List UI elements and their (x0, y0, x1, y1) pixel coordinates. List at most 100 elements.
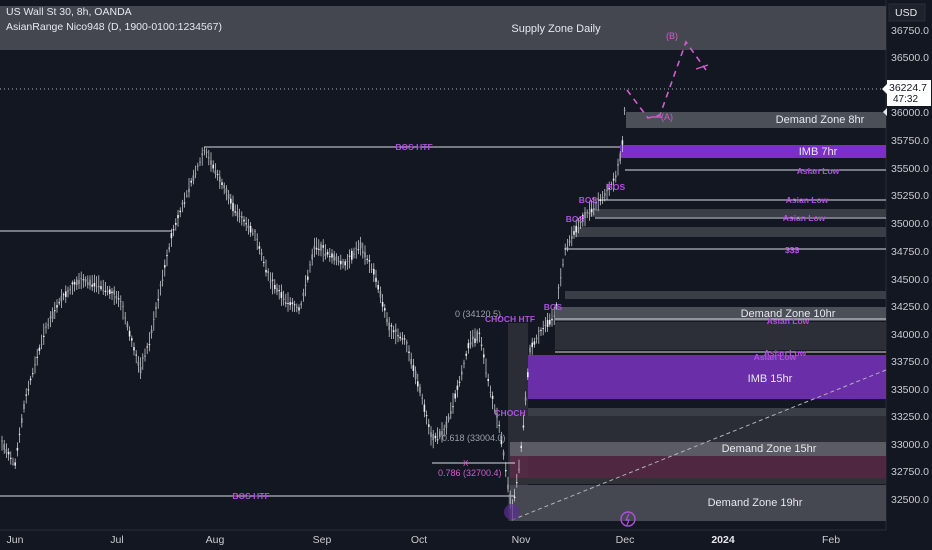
candle-body (527, 372, 529, 378)
candle-body (252, 233, 254, 235)
choch-label: CHOCH (494, 408, 526, 418)
candle-body (582, 214, 584, 222)
candle-body (181, 202, 184, 205)
candle-body (54, 310, 56, 312)
price-axis-tick: 33000.0 (891, 439, 929, 451)
candle-body (227, 193, 230, 200)
candle-body (122, 305, 124, 307)
price-axis-tick: 35500.0 (891, 163, 929, 175)
candle-body (102, 289, 104, 291)
time-axis-tick: Sep (312, 534, 332, 546)
candle-body (40, 343, 43, 345)
candle-body (260, 252, 263, 255)
candle-body (375, 277, 377, 282)
price-axis-tick: 34750.0 (891, 246, 929, 258)
candle-body (49, 316, 52, 319)
candle-body (524, 397, 527, 401)
candle-body (10, 457, 12, 459)
candle-body (27, 389, 30, 391)
candle-body (469, 342, 472, 345)
candle-body (245, 223, 247, 225)
candle-body (557, 287, 560, 289)
candle-body (236, 211, 239, 217)
asian-low-label-5: Asian Low (763, 348, 807, 358)
candle-body (500, 435, 503, 445)
candle-body (111, 291, 113, 294)
candle-body (324, 253, 327, 257)
candle-body (247, 225, 250, 228)
candle-body (87, 282, 89, 285)
price-tag-value: 36224.7 (889, 82, 927, 94)
candle-body (516, 482, 518, 484)
candle-body (403, 338, 406, 340)
candle-body (166, 255, 168, 257)
candle-body (491, 395, 494, 399)
candle-body (489, 391, 492, 393)
candle-body (14, 462, 16, 466)
candle-body (441, 431, 443, 436)
candle-body (1, 440, 3, 442)
candle-body (478, 332, 481, 334)
candle-body (21, 418, 23, 423)
candle-body (507, 484, 509, 490)
candle-body (386, 318, 388, 323)
candle-body (412, 365, 415, 372)
countdown-timer: 47:32 (893, 94, 919, 105)
candle-body (414, 371, 417, 379)
candle-body (80, 278, 82, 280)
time-axis-tick: 2024 (711, 534, 735, 546)
zone-pink (510, 456, 886, 478)
candle-body (300, 303, 302, 306)
candle-body (276, 288, 278, 293)
candle-body (69, 288, 71, 290)
lightning-icon (625, 513, 630, 526)
candle-body (296, 306, 298, 308)
candle-body (331, 253, 333, 258)
candle-body (384, 308, 386, 311)
candle-body (192, 175, 195, 181)
candle-body (150, 329, 153, 334)
asian-low-label-1: Asian Low (796, 166, 840, 176)
candle-body (16, 447, 19, 451)
candle-body (604, 193, 606, 196)
candle-body (249, 225, 252, 233)
candle-body (241, 216, 243, 219)
candle-body (575, 225, 577, 233)
candle-body (601, 196, 604, 199)
candle-body (617, 163, 619, 166)
candle-body (168, 247, 170, 250)
candle-body (95, 286, 98, 288)
candle-body (318, 248, 320, 250)
candle-body (58, 302, 60, 304)
candle-body (282, 298, 285, 301)
candle-body (133, 347, 135, 351)
candle-body (153, 319, 155, 321)
candle-body (197, 165, 199, 167)
candle-body (188, 188, 190, 193)
candle-body (18, 433, 21, 435)
candle-body (5, 448, 8, 454)
candle-body (364, 252, 366, 258)
candle-body (117, 298, 120, 300)
candle-body (144, 355, 146, 357)
time-axis-tick: Nov (511, 534, 531, 546)
currency-label[interactable]: USD (895, 7, 918, 19)
candle-body (553, 315, 555, 317)
candle-body (351, 250, 353, 260)
candle-body (615, 175, 617, 178)
indicator-legend[interactable]: AsianRange Nico948 (D, 1900-0100:1234567… (6, 21, 222, 33)
bos-htf-top-label: BOS HTF (395, 142, 433, 152)
candle-body (71, 282, 74, 285)
candle-body (549, 319, 551, 325)
price-tag-pointer (882, 84, 887, 94)
candle-body (32, 373, 34, 375)
price-axis-tick: 32500.0 (891, 494, 929, 506)
candle-body (454, 393, 456, 399)
candle-body (170, 233, 173, 239)
candle-body (467, 343, 470, 349)
candle-body (340, 261, 342, 265)
candle-body (113, 290, 115, 295)
imb-7hr-label: IMB 7hr (798, 146, 838, 158)
candle-body (230, 198, 232, 204)
